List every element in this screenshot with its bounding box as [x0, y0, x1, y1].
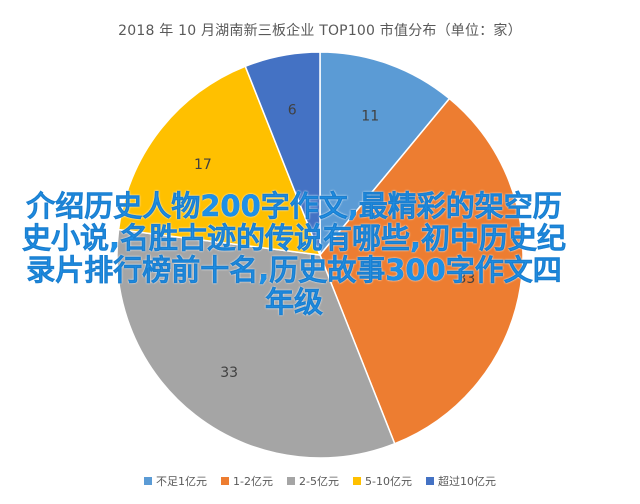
pie-slice-4: [244, 51, 321, 256]
legend-swatch-1: [221, 477, 230, 485]
legend-item-1: 1-2亿元: [221, 473, 273, 489]
legend-label-3: 5-10亿元: [364, 475, 412, 488]
legend-item-2: 2-5亿元: [287, 473, 339, 489]
pie-data-label-1: 33: [457, 271, 475, 287]
legend-label-1: 1-2亿元: [233, 475, 274, 488]
pie-data-label-0: 11: [361, 109, 379, 125]
legend-label-2: 2-5亿元: [299, 475, 339, 488]
pie-data-label-2: 33: [220, 365, 238, 381]
overlay-caption: 介绍历史人物200字作文,最精彩的架空历史小说,名胜古迹的传说有哪些,初中历史纪…: [21, 189, 567, 319]
pie-slice-3: [117, 65, 322, 256]
legend-item-3: 5-10亿元: [352, 473, 412, 489]
legend: 不足1亿元 1-2亿元 2-5亿元 5-10亿元 超过10亿元: [0, 473, 640, 489]
legend-swatch-4: [425, 477, 434, 485]
pie-data-label-4: 6: [288, 102, 297, 118]
pie-slice-1: [319, 97, 524, 445]
legend-swatch-0: [144, 477, 153, 485]
legend-swatch-3: [352, 477, 361, 485]
legend-item-4: 超过10亿元: [425, 473, 496, 489]
chart-title: 2018 年 10 月湖南新三板企业 TOP100 市值分布（单位：家）: [118, 23, 522, 39]
legend-swatch-2: [287, 477, 296, 485]
pie-data-label-3: 17: [194, 157, 212, 173]
pie-slice-2: [116, 228, 396, 459]
legend-label-0: 不足1亿元: [156, 475, 208, 488]
legend-item-0: 不足1亿元: [144, 473, 207, 489]
legend-label-4: 超过10亿元: [437, 475, 496, 488]
pie-slice-0: [319, 51, 451, 258]
